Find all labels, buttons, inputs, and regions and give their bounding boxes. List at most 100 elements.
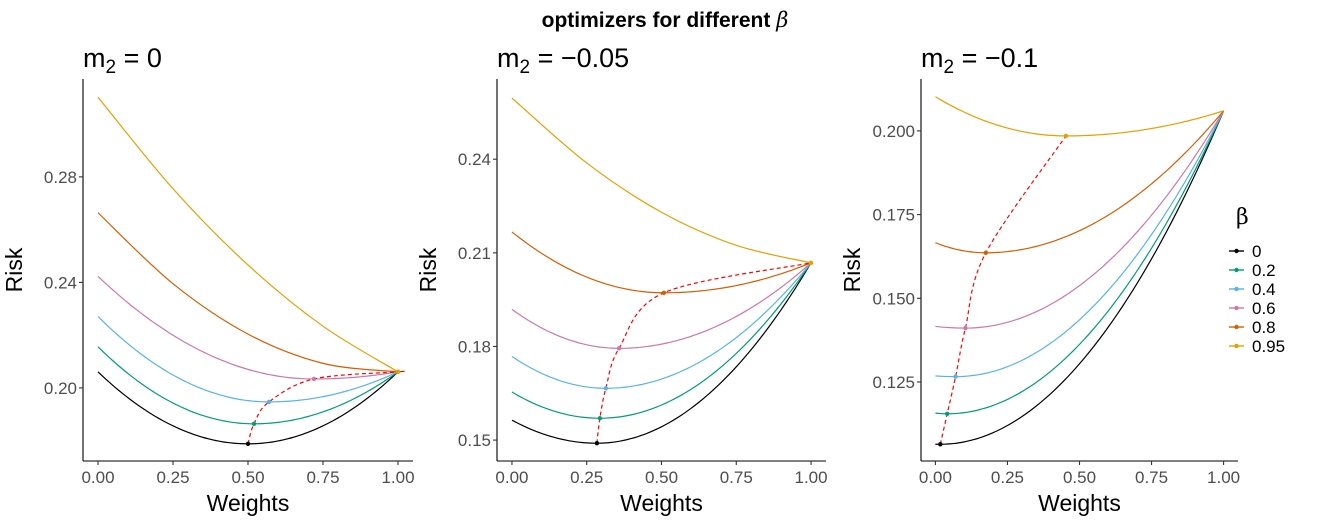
optimizer-point-beta-0.2 — [597, 416, 603, 421]
optimizer-point-beta-0 — [594, 441, 600, 446]
series-line-beta-0 — [97, 371, 399, 445]
y-tick-label: 0.150 — [872, 289, 915, 308]
legend-key-point — [1234, 286, 1239, 292]
panel-title-subscript: 2 — [944, 57, 955, 78]
panel-title-m: m — [497, 43, 520, 73]
y-axis-title: Risk — [415, 247, 441, 292]
series-line-beta-0.95 — [97, 96, 399, 373]
x-tick-label: 0.25 — [570, 468, 603, 487]
optimizer-path — [596, 262, 812, 444]
legend-item-beta-0.95: 0.95 — [1229, 337, 1285, 356]
y-tick-label: 0.20 — [44, 379, 77, 398]
optimizer-point-beta-0.8 — [983, 250, 989, 255]
series-line-beta-0.6 — [97, 275, 399, 380]
series-line-beta-0 — [935, 110, 1225, 445]
y-tick-label: 0.28 — [44, 168, 77, 187]
optimizer-point-beta-0 — [245, 441, 251, 447]
optimizer-point-beta-0.6 — [311, 376, 317, 382]
x-tick-label: 0.25 — [991, 468, 1024, 487]
legend-item-beta-0.6: 0.6 — [1229, 299, 1276, 318]
optimizer-point-beta-0.4 — [603, 386, 609, 391]
series-curves — [97, 96, 399, 445]
panel-2: m2 = −0.05 0.00 0.25 0.50 0.75 1.00 0.15 0.18 0.… — [415, 43, 828, 516]
y-tick-label: 0.24 — [44, 273, 77, 292]
series-line-beta-0.8 — [935, 110, 1225, 254]
y-tick-label: 0.21 — [458, 244, 491, 263]
legend-item-beta-0.2: 0.2 — [1229, 261, 1276, 280]
legend: β 00.20.40.60.80.95 — [1229, 205, 1285, 356]
legend-label: 0.4 — [1252, 280, 1276, 299]
y-tick-label: 0.18 — [458, 337, 491, 356]
series-line-beta-0.8 — [511, 231, 812, 294]
panel-title-value: = −0.1 — [954, 43, 1038, 73]
legend-item-beta-0: 0 — [1229, 242, 1261, 261]
legend-label: 0.2 — [1252, 261, 1276, 280]
y-tick-label: 0.24 — [458, 150, 491, 169]
legend-key-point — [1234, 305, 1239, 311]
x-tick-label: 0.00 — [81, 468, 114, 487]
x-tick-label: 0.75 — [1135, 468, 1168, 487]
legend-label: 0.8 — [1252, 318, 1276, 337]
panel-title-m: m — [83, 43, 106, 73]
x-axis-title: Weights — [1038, 490, 1121, 516]
legend-key-point — [1234, 343, 1239, 349]
series-line-beta-0.2 — [935, 110, 1225, 415]
x-tick-label: 0.75 — [720, 468, 753, 487]
series-line-beta-0.2 — [97, 346, 399, 425]
chart-title: optimizers for different β — [542, 8, 789, 32]
legend-key-point — [1234, 248, 1239, 254]
panel-title-subscript: 2 — [520, 57, 531, 78]
optimizer-point-beta-0.95 — [395, 369, 401, 375]
series-line-beta-0.8 — [97, 212, 399, 373]
x-tick-label: 0.50 — [231, 468, 264, 487]
optimizer-point-beta-0.6 — [616, 346, 622, 351]
legend-label: 0.6 — [1252, 299, 1276, 318]
panel-title-value: = −0.05 — [530, 43, 629, 73]
legend-item-beta-0.8: 0.8 — [1229, 318, 1276, 337]
series-line-beta-0.2 — [511, 262, 812, 419]
x-tick-label: 0.50 — [1063, 468, 1096, 487]
optimizer-point-beta-0.2 — [251, 421, 257, 427]
series-curves — [511, 97, 812, 444]
optimizer-point-beta-0.95 — [808, 260, 814, 266]
panel-1: m2 = 0 0.00 0.25 0.50 0.75 1.00 0.20 0.24 0.28 We… — [1, 43, 415, 516]
panel-3: m2 = −0.1 0.00 0.25 0.50 0.75 1.00 0.125 0.150 0… — [839, 43, 1240, 516]
x-tick-label: 1.00 — [381, 468, 414, 487]
panel-title-value: = 0 — [116, 43, 162, 73]
panel-title: m2 = 0 — [83, 43, 162, 78]
optimizer-point-beta-0.8 — [661, 290, 667, 295]
x-axis-title: Weights — [207, 490, 290, 516]
x-tick-label: 0.25 — [156, 468, 189, 487]
legend-key-point — [1234, 267, 1239, 273]
series-line-beta-0.95 — [511, 97, 812, 264]
series-line-beta-0.4 — [935, 110, 1225, 378]
x-tick-label: 1.00 — [794, 468, 827, 487]
panel-title-subscript: 2 — [106, 57, 117, 78]
series-line-beta-0.95 — [935, 96, 1224, 137]
chart-title-text: optimizers for different — [542, 9, 777, 32]
chart-title-beta-symbol: β — [775, 8, 788, 32]
optimizer-point-beta-0.4 — [953, 374, 958, 379]
legend-title: β — [1236, 205, 1249, 230]
legend-label: 0 — [1252, 242, 1261, 261]
optimizer-point-beta-0.2 — [945, 411, 950, 416]
y-tick-label: 0.175 — [872, 206, 915, 225]
panel-title-m: m — [921, 43, 944, 73]
x-tick-label: 0.00 — [919, 468, 952, 487]
series-line-beta-0.4 — [97, 316, 399, 403]
y-axis-title: Risk — [839, 247, 865, 292]
panel-title: m2 = −0.1 — [921, 43, 1038, 78]
x-tick-label: 0.00 — [495, 468, 528, 487]
series-curves — [935, 96, 1225, 445]
x-tick-label: 0.50 — [645, 468, 678, 487]
legend-items: 00.20.40.60.80.95 — [1229, 242, 1285, 356]
x-tick-label: 0.75 — [306, 468, 339, 487]
series-line-beta-0.6 — [511, 262, 812, 349]
series-line-beta-0.6 — [935, 110, 1225, 329]
series-line-beta-0.4 — [511, 262, 812, 389]
y-tick-label: 0.15 — [458, 431, 491, 450]
optimizer-point-beta-0 — [938, 442, 943, 447]
legend-key-point — [1234, 324, 1239, 330]
series-line-beta-0 — [511, 262, 812, 444]
optimizer-path — [247, 370, 405, 445]
